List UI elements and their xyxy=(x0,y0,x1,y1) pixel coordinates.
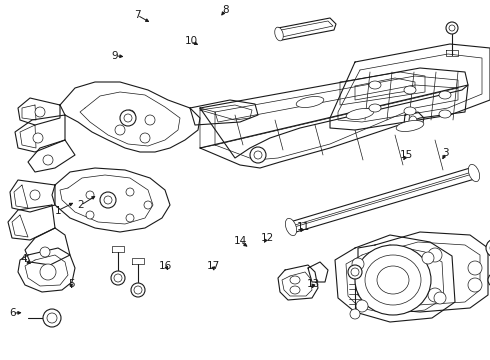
Ellipse shape xyxy=(104,196,112,204)
Ellipse shape xyxy=(115,125,125,135)
Text: 13: 13 xyxy=(307,279,320,289)
Ellipse shape xyxy=(131,283,145,297)
Ellipse shape xyxy=(43,309,61,327)
Ellipse shape xyxy=(428,288,442,302)
Ellipse shape xyxy=(254,151,262,159)
Ellipse shape xyxy=(356,300,368,312)
Ellipse shape xyxy=(409,116,417,126)
Ellipse shape xyxy=(404,86,416,94)
Text: 3: 3 xyxy=(442,148,449,158)
Ellipse shape xyxy=(30,190,40,200)
Ellipse shape xyxy=(428,248,442,262)
Text: 4: 4 xyxy=(20,254,27,264)
Ellipse shape xyxy=(126,188,134,196)
Ellipse shape xyxy=(86,191,94,199)
Ellipse shape xyxy=(439,91,451,99)
Ellipse shape xyxy=(35,107,45,117)
Text: 10: 10 xyxy=(185,36,197,46)
Ellipse shape xyxy=(468,261,482,275)
Ellipse shape xyxy=(352,258,364,270)
Ellipse shape xyxy=(488,273,490,287)
Ellipse shape xyxy=(120,110,136,126)
Ellipse shape xyxy=(250,147,266,163)
Ellipse shape xyxy=(275,27,283,41)
Ellipse shape xyxy=(144,201,152,209)
Ellipse shape xyxy=(446,22,458,34)
Text: 15: 15 xyxy=(400,150,414,160)
Ellipse shape xyxy=(114,274,122,282)
Ellipse shape xyxy=(449,25,455,31)
Ellipse shape xyxy=(422,252,434,264)
Ellipse shape xyxy=(140,133,150,143)
Ellipse shape xyxy=(369,81,381,89)
Ellipse shape xyxy=(145,115,155,125)
Ellipse shape xyxy=(396,121,424,131)
Ellipse shape xyxy=(33,133,43,143)
Ellipse shape xyxy=(348,265,362,279)
Ellipse shape xyxy=(355,245,431,315)
Text: 6: 6 xyxy=(9,308,16,318)
Ellipse shape xyxy=(365,255,421,305)
Ellipse shape xyxy=(383,261,397,275)
Text: 12: 12 xyxy=(260,233,274,243)
Text: 2: 2 xyxy=(77,200,84,210)
Text: 8: 8 xyxy=(222,5,229,15)
Ellipse shape xyxy=(351,268,359,276)
Ellipse shape xyxy=(486,239,490,257)
Ellipse shape xyxy=(383,278,397,292)
Ellipse shape xyxy=(126,214,134,222)
Ellipse shape xyxy=(468,165,480,182)
Ellipse shape xyxy=(134,286,142,294)
Ellipse shape xyxy=(468,278,482,292)
Ellipse shape xyxy=(124,114,132,122)
Text: 16: 16 xyxy=(159,261,172,271)
Ellipse shape xyxy=(285,219,296,236)
Ellipse shape xyxy=(111,271,125,285)
Ellipse shape xyxy=(346,108,374,120)
Text: 9: 9 xyxy=(112,51,119,61)
Ellipse shape xyxy=(125,110,135,120)
Ellipse shape xyxy=(290,286,300,294)
Ellipse shape xyxy=(404,107,416,115)
Ellipse shape xyxy=(350,309,360,319)
Ellipse shape xyxy=(296,96,324,108)
Ellipse shape xyxy=(40,247,50,257)
Ellipse shape xyxy=(86,211,94,219)
Ellipse shape xyxy=(290,276,300,284)
Text: 5: 5 xyxy=(68,279,74,289)
Ellipse shape xyxy=(434,292,446,304)
Ellipse shape xyxy=(377,266,409,294)
Text: 1: 1 xyxy=(54,206,61,216)
Ellipse shape xyxy=(40,264,56,280)
Text: 7: 7 xyxy=(134,10,141,20)
Text: 14: 14 xyxy=(233,236,247,246)
Text: 11: 11 xyxy=(297,222,311,232)
Ellipse shape xyxy=(369,104,381,112)
Ellipse shape xyxy=(47,313,57,323)
Ellipse shape xyxy=(43,155,53,165)
Text: 17: 17 xyxy=(206,261,220,271)
Ellipse shape xyxy=(439,110,451,118)
Ellipse shape xyxy=(100,192,116,208)
